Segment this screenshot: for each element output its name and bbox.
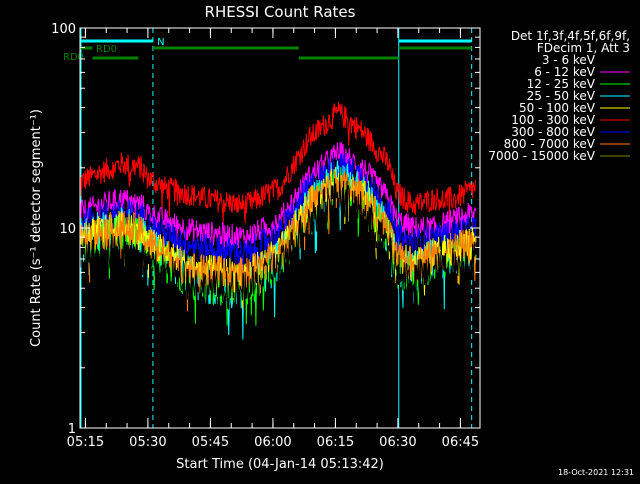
x-tick-label: 05:45 — [192, 435, 229, 450]
night-label: N — [157, 37, 164, 48]
x-tick-label: 05:15 — [67, 435, 104, 450]
attenuator-label: RD0 — [96, 44, 117, 55]
x-axis-label: Start Time (04-Jan-14 05:13:42) — [176, 457, 384, 472]
plot-area: N RD0 RD0 — [63, 28, 477, 428]
footer-timestamp: 18-Oct-2021 12:31 — [558, 468, 634, 477]
y-tick-label: 100 — [51, 22, 76, 37]
x-axis: 05:15 05:30 05:45 06:00 06:15 06:30 06:45 — [67, 28, 479, 450]
x-tick-label: 06:30 — [379, 435, 416, 450]
legend-header-line-1: Det 1f,3f,4f,5f,6f,9f, — [511, 29, 630, 43]
chart-title: RHESSI Count Rates — [205, 3, 356, 21]
legend: Det 1f,3f,4f,5f,6f,9f, FDecim 1, Att 3 3… — [488, 29, 630, 163]
legend-entry-label: 3 - 6 keV — [542, 53, 596, 67]
series-line — [80, 174, 477, 318]
x-tick-label: 06:15 — [317, 435, 354, 450]
legend-entry-label: 7000 - 15000 keV — [488, 149, 595, 163]
y-axis: 1 10 100 — [51, 22, 480, 437]
series-line — [80, 171, 477, 312]
legend-entry-label: 12 - 25 keV — [527, 77, 596, 91]
state-bars: N RD0 RD0 — [63, 37, 472, 63]
y-axis-label: Count Rate (s⁻¹ detector segment⁻¹) — [29, 109, 44, 347]
x-tick-label: 05:30 — [129, 435, 166, 450]
x-tick-label: 06:45 — [442, 435, 479, 450]
series-line — [80, 101, 477, 224]
legend-entry-label: 100 - 300 keV — [511, 113, 595, 127]
x-tick-label: 06:00 — [254, 435, 291, 450]
legend-entry-label: 6 - 12 keV — [534, 65, 596, 79]
y-tick-label: 10 — [59, 222, 76, 237]
attenuator-label: RD0 — [63, 52, 84, 63]
legend-entry-label: 50 - 100 keV — [519, 101, 596, 115]
series-lines — [80, 101, 477, 340]
legend-header-line-2: FDecim 1, Att 3 — [537, 41, 630, 55]
y-tick-label: 1 — [68, 422, 76, 437]
legend-entry-label: 800 - 7000 keV — [504, 137, 596, 151]
legend-entry-label: 300 - 800 keV — [511, 125, 595, 139]
legend-entry-label: 25 - 50 keV — [527, 89, 596, 103]
